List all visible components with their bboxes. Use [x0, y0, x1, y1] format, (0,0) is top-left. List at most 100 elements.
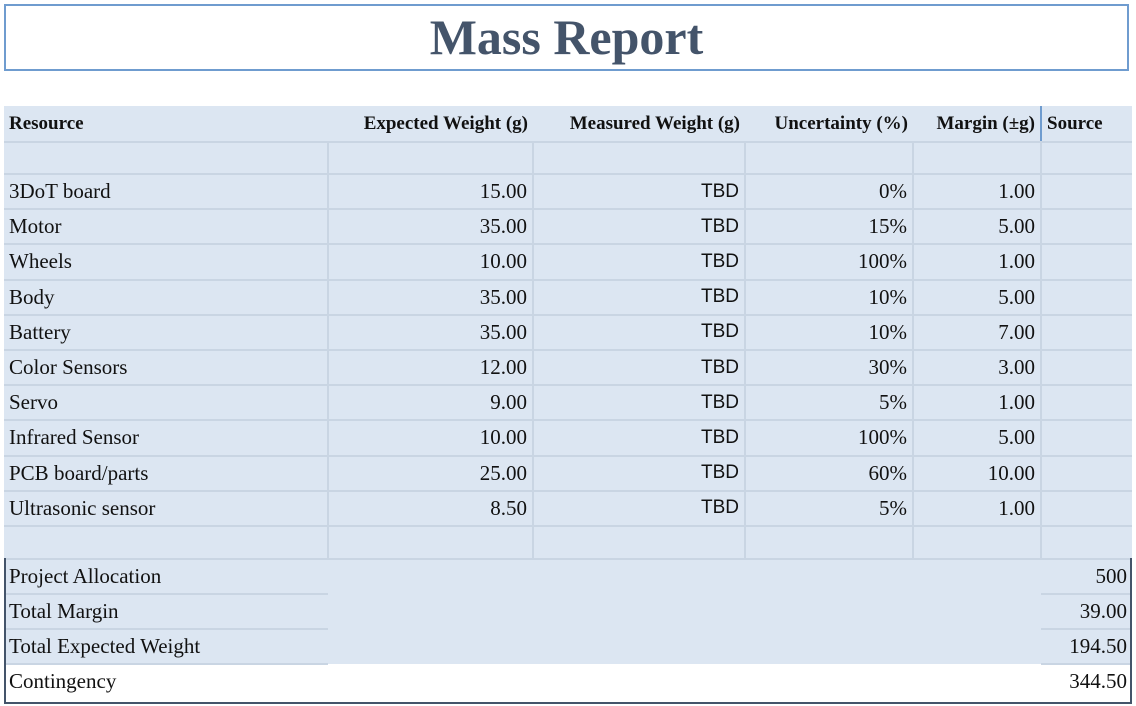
totals-frame-left [4, 558, 6, 704]
expected-weight-cell[interactable]: 35.00 [328, 209, 534, 246]
margin-cell[interactable]: 7.00 [913, 314, 1042, 351]
totals-row-total-margin: Total Margin 39.00 [4, 593, 1132, 630]
resource-cell[interactable]: Wheels [4, 244, 329, 281]
margin-cell[interactable]: 5.00 [913, 279, 1042, 316]
resource-cell[interactable]: Servo [4, 385, 329, 422]
expected-weight-cell[interactable]: 25.00 [328, 455, 534, 492]
uncertainty-cell[interactable]: 100% [745, 420, 914, 457]
source-cell[interactable] [1041, 244, 1132, 281]
totals-label[interactable]: Total Margin [4, 593, 328, 630]
header-margin[interactable]: Margin (±g) [913, 106, 1041, 143]
header-expected-weight[interactable]: Expected Weight (g) [328, 106, 533, 143]
source-cell[interactable] [1041, 349, 1132, 387]
expected-weight-cell[interactable]: 35.00 [328, 279, 534, 316]
empty-row [4, 525, 1132, 560]
cell[interactable] [4, 142, 329, 175]
cell[interactable] [1041, 142, 1132, 175]
uncertainty-cell[interactable]: 30% [745, 349, 914, 387]
resource-cell[interactable]: Battery [4, 314, 329, 351]
uncertainty-cell[interactable]: 10% [745, 279, 914, 316]
totals-value[interactable]: 39.00 [1041, 593, 1132, 630]
header-measured-weight[interactable]: Measured Weight (g) [533, 106, 745, 143]
expected-weight-cell[interactable]: 10.00 [328, 244, 534, 281]
measured-weight-cell[interactable]: TBD [533, 314, 746, 351]
totals-label[interactable]: Total Expected Weight [4, 628, 328, 665]
measured-weight-cell[interactable]: TBD [533, 455, 746, 492]
cell[interactable] [913, 142, 1042, 175]
measured-weight-cell[interactable]: TBD [533, 279, 746, 316]
uncertainty-cell[interactable]: 5% [745, 490, 914, 527]
totals-row-project-allocation: Project Allocation 500 [4, 557, 1132, 595]
expected-weight-cell[interactable]: 9.00 [328, 385, 534, 422]
cell[interactable] [328, 525, 534, 560]
cell[interactable] [533, 525, 746, 560]
source-cell[interactable] [1041, 314, 1132, 351]
resource-cell[interactable]: 3DoT board [4, 174, 329, 211]
measured-weight-cell[interactable]: TBD [533, 209, 746, 246]
uncertainty-cell[interactable]: 0% [745, 174, 914, 211]
table-row: Motor 35.00 TBD 15% 5.00 [4, 209, 1132, 246]
measured-weight-cell[interactable]: TBD [533, 490, 746, 527]
table-row: Ultrasonic sensor 8.50 TBD 5% 1.00 [4, 490, 1132, 527]
cell[interactable] [533, 142, 746, 175]
margin-cell[interactable]: 5.00 [913, 209, 1042, 246]
expected-weight-cell[interactable]: 35.00 [328, 314, 534, 351]
resource-cell[interactable]: Color Sensors [4, 349, 329, 387]
resource-cell[interactable]: Ultrasonic sensor [4, 490, 329, 527]
resource-cell[interactable]: Infrared Sensor [4, 420, 329, 457]
margin-cell[interactable]: 10.00 [913, 455, 1042, 492]
totals-label[interactable]: Project Allocation [4, 557, 328, 595]
cell[interactable] [913, 525, 1042, 560]
source-cell[interactable] [1041, 455, 1132, 492]
report-title-box: Mass Report [4, 4, 1129, 71]
cell[interactable] [1041, 525, 1132, 560]
margin-cell[interactable]: 1.00 [913, 490, 1042, 527]
totals-label[interactable]: Contingency [4, 663, 328, 699]
totals-value[interactable]: 194.50 [1041, 628, 1132, 665]
measured-weight-cell[interactable]: TBD [533, 420, 746, 457]
cell[interactable] [328, 142, 534, 175]
margin-cell[interactable]: 1.00 [913, 385, 1042, 422]
totals-spacer [328, 663, 1041, 699]
margin-cell[interactable]: 1.00 [913, 244, 1042, 281]
source-cell[interactable] [1041, 209, 1132, 246]
cell[interactable] [4, 525, 329, 560]
measured-weight-cell[interactable]: TBD [533, 349, 746, 387]
source-cell[interactable] [1041, 420, 1132, 457]
source-cell[interactable] [1041, 279, 1132, 316]
measured-weight-cell[interactable]: TBD [533, 385, 746, 422]
measured-weight-cell[interactable]: TBD [533, 174, 746, 211]
uncertainty-cell[interactable]: 60% [745, 455, 914, 492]
header-resource[interactable]: Resource [4, 106, 328, 143]
empty-row [4, 142, 1132, 175]
uncertainty-cell[interactable]: 15% [745, 209, 914, 246]
expected-weight-cell[interactable]: 8.50 [328, 490, 534, 527]
header-uncertainty[interactable]: Uncertainty (%) [745, 106, 913, 143]
cell[interactable] [745, 142, 914, 175]
totals-frame-right [1130, 558, 1132, 704]
totals-frame-bottom [4, 702, 1132, 704]
table-row: PCB board/parts 25.00 TBD 60% 10.00 [4, 455, 1132, 492]
resource-cell[interactable]: PCB board/parts [4, 455, 329, 492]
source-cell[interactable] [1041, 490, 1132, 527]
uncertainty-cell[interactable]: 5% [745, 385, 914, 422]
totals-value[interactable]: 500 [1041, 557, 1132, 595]
totals-value[interactable]: 344.50 [1041, 663, 1132, 699]
expected-weight-cell[interactable]: 15.00 [328, 174, 534, 211]
table-row: Infrared Sensor 10.00 TBD 100% 5.00 [4, 420, 1132, 457]
margin-cell[interactable]: 3.00 [913, 349, 1042, 387]
source-cell[interactable] [1041, 174, 1132, 211]
source-cell[interactable] [1041, 385, 1132, 422]
resource-cell[interactable]: Motor [4, 209, 329, 246]
uncertainty-cell[interactable]: 100% [745, 244, 914, 281]
uncertainty-cell[interactable]: 10% [745, 314, 914, 351]
measured-weight-cell[interactable]: TBD [533, 244, 746, 281]
cell[interactable] [745, 525, 914, 560]
totals-row-total-expected-weight: Total Expected Weight 194.50 [4, 628, 1132, 665]
resource-cell[interactable]: Body [4, 279, 329, 316]
expected-weight-cell[interactable]: 10.00 [328, 420, 534, 457]
margin-cell[interactable]: 1.00 [913, 174, 1042, 211]
expected-weight-cell[interactable]: 12.00 [328, 349, 534, 387]
header-source[interactable]: Source [1040, 106, 1132, 143]
margin-cell[interactable]: 5.00 [913, 420, 1042, 457]
